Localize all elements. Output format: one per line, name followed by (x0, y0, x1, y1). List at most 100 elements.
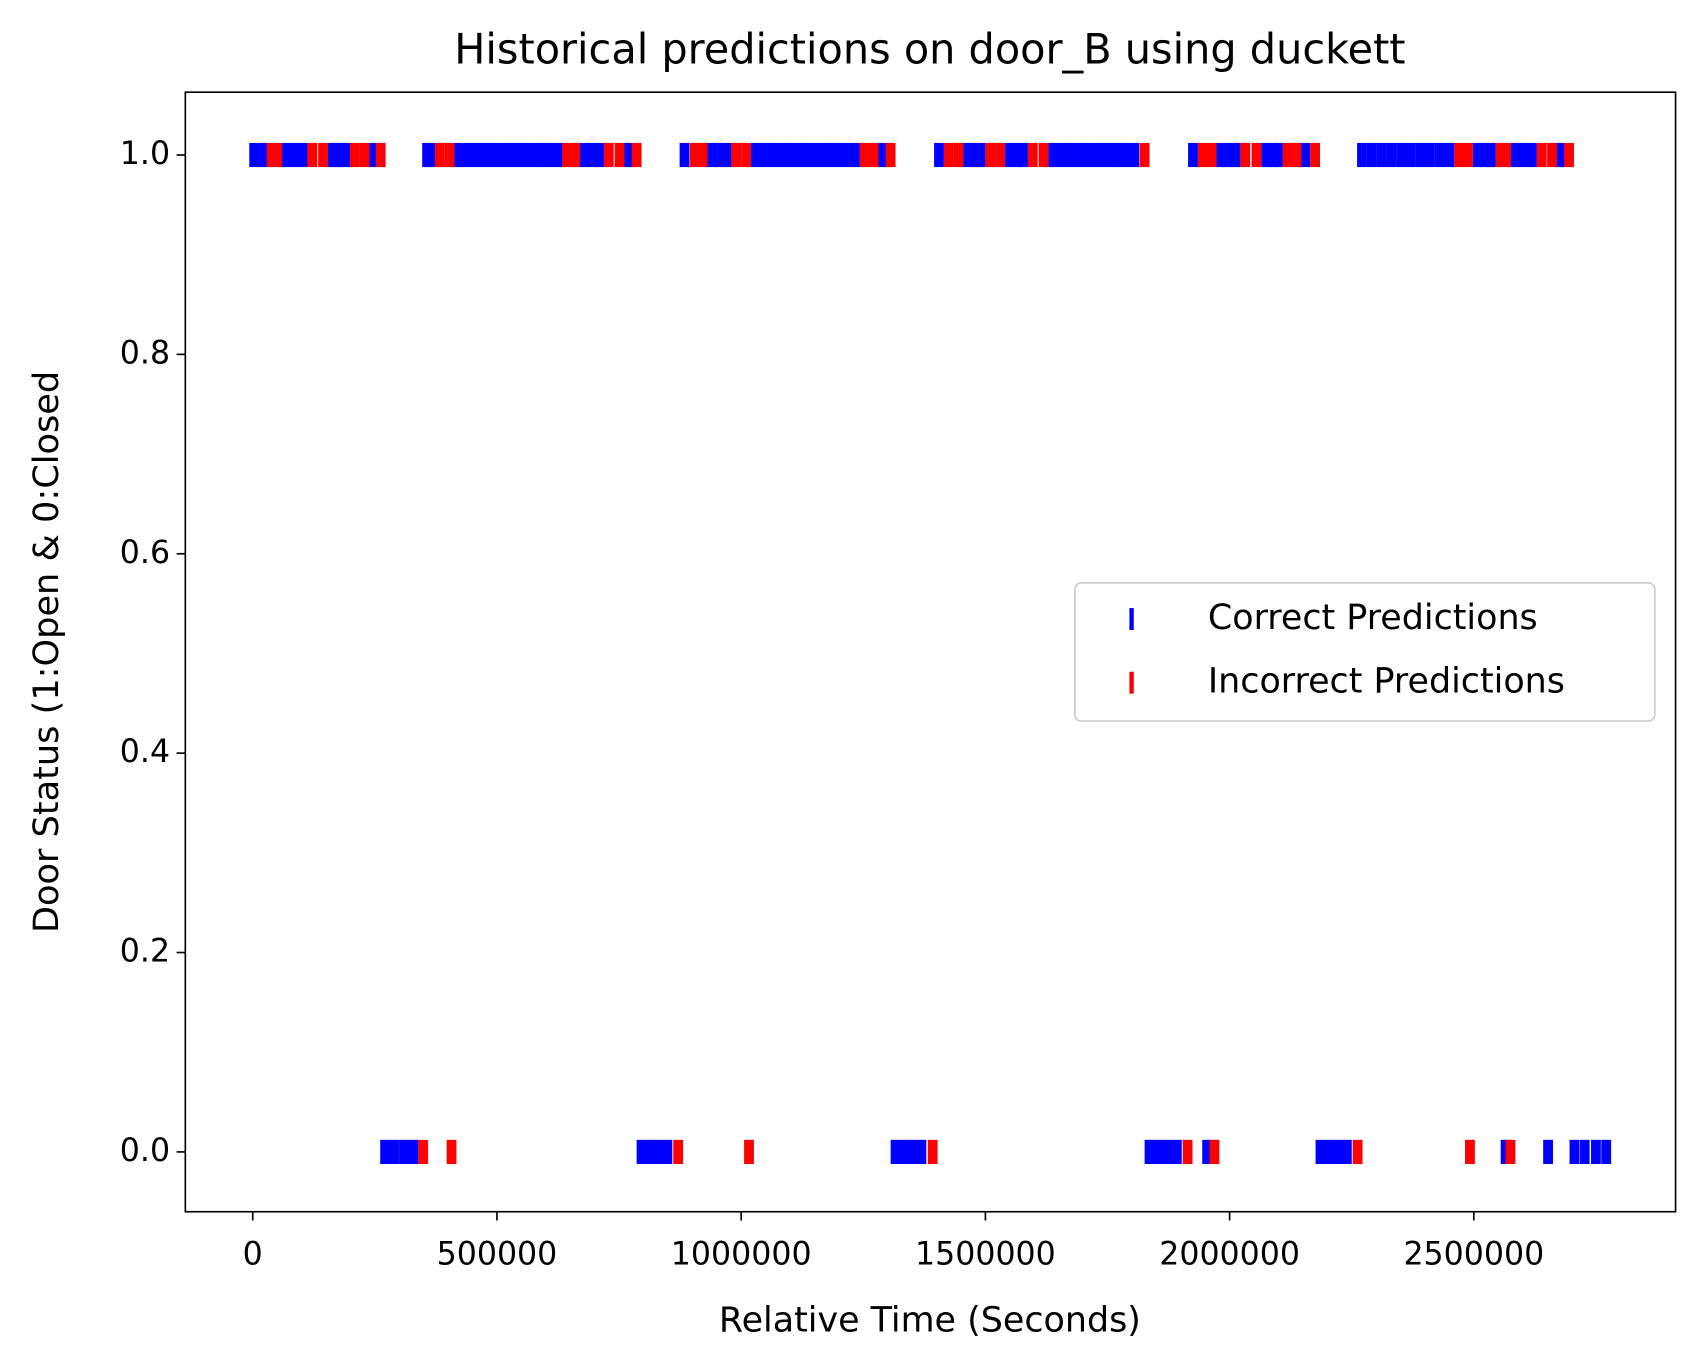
legend-box (1074, 581, 1656, 722)
point (741, 142, 751, 168)
point (1601, 1139, 1612, 1164)
point (1129, 142, 1140, 168)
point (1341, 1139, 1352, 1164)
x-tick-label: 1000000 (671, 1237, 812, 1273)
point (927, 1139, 938, 1164)
point (586, 142, 597, 168)
point (768, 142, 779, 168)
x-tick-label: 500000 (437, 1237, 558, 1273)
point (832, 142, 842, 168)
point (1202, 1139, 1213, 1164)
point (1144, 1139, 1155, 1164)
point (1315, 1139, 1326, 1164)
y-tick-label: 0.8 (120, 335, 170, 371)
point (1527, 142, 1537, 168)
point (1352, 1139, 1363, 1164)
point (1579, 1139, 1590, 1164)
point (876, 142, 887, 168)
point (673, 1139, 684, 1164)
point (1153, 1139, 1164, 1164)
point (289, 142, 300, 168)
point (953, 142, 964, 168)
point (1547, 142, 1557, 168)
point (516, 142, 527, 168)
point (1415, 142, 1426, 168)
point (1048, 142, 1059, 168)
point (446, 1139, 457, 1164)
point (1310, 142, 1321, 168)
point (714, 142, 725, 168)
point (389, 1139, 400, 1164)
point (1386, 142, 1397, 168)
point (1543, 1139, 1553, 1164)
point (399, 1139, 410, 1164)
point (1075, 142, 1086, 168)
x-tick-label: 2500000 (1403, 1237, 1544, 1273)
point (425, 142, 436, 168)
x-axis-label: Relative Time (Seconds) (719, 1300, 1141, 1340)
point (1357, 142, 1367, 168)
point (1333, 1139, 1343, 1164)
point (1267, 142, 1278, 168)
point (552, 142, 563, 168)
point (498, 142, 509, 168)
point (1454, 142, 1465, 168)
point (408, 1139, 419, 1164)
point (679, 142, 690, 168)
point (975, 142, 986, 168)
point (562, 142, 573, 168)
point (636, 1139, 647, 1164)
point (1084, 142, 1095, 168)
point (1396, 142, 1406, 168)
point (1111, 142, 1122, 168)
point (1505, 1139, 1516, 1164)
point (1251, 142, 1262, 168)
point (1501, 142, 1511, 168)
point (463, 142, 474, 168)
point (744, 1139, 754, 1164)
point (645, 1139, 656, 1164)
point (907, 1139, 918, 1164)
point (1273, 142, 1283, 168)
legend-label: Correct Predictions (1208, 598, 1538, 638)
point (1282, 142, 1293, 168)
point (367, 142, 378, 168)
point (340, 142, 350, 168)
point (969, 142, 980, 168)
point (570, 142, 581, 168)
point (543, 142, 554, 168)
point (418, 1139, 429, 1164)
point (1424, 142, 1435, 168)
point (359, 142, 370, 168)
point (1162, 1139, 1173, 1164)
x-tick-label: 2000000 (1159, 1237, 1300, 1273)
point (272, 142, 283, 168)
point (534, 142, 545, 168)
y-tick-label: 0.6 (120, 535, 170, 571)
point (1324, 1139, 1335, 1164)
point (1486, 142, 1496, 168)
point (1569, 1139, 1580, 1164)
point (380, 1139, 391, 1164)
point (1472, 142, 1483, 168)
point (249, 142, 260, 168)
point (631, 142, 642, 168)
point (1216, 142, 1227, 168)
point (985, 142, 996, 168)
point (334, 142, 345, 168)
point (1405, 142, 1416, 168)
point (1465, 1139, 1475, 1164)
point (434, 142, 445, 168)
point (1004, 142, 1015, 168)
y-axis-label: Door Status (1:Open & 0:Closed (27, 371, 67, 933)
point (653, 1139, 664, 1164)
chart-title: Historical predictions on door_B using d… (454, 25, 1405, 74)
point (1120, 142, 1131, 168)
point (899, 1139, 910, 1164)
point (697, 142, 708, 168)
point (1018, 142, 1028, 168)
point (282, 142, 292, 168)
point (594, 142, 604, 168)
point (1206, 142, 1217, 168)
